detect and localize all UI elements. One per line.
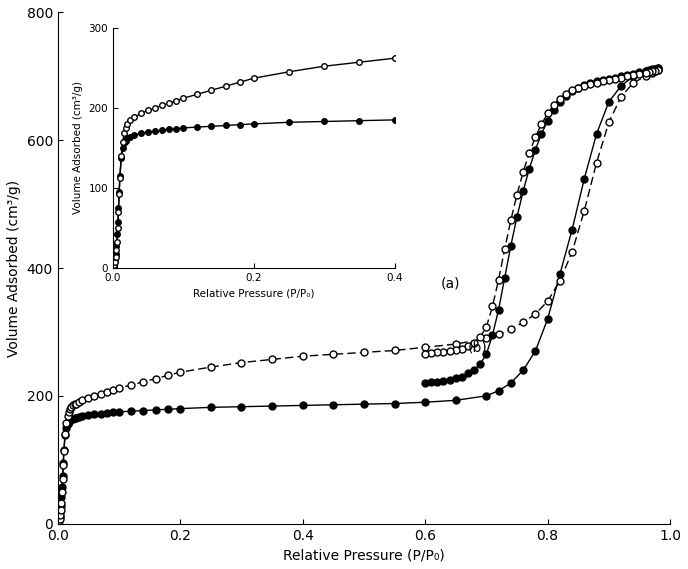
X-axis label: Relative Pressure (P/P₀): Relative Pressure (P/P₀) bbox=[283, 548, 444, 562]
Y-axis label: Volume Adsorbed (cm³/g): Volume Adsorbed (cm³/g) bbox=[7, 179, 21, 357]
Text: (b): (b) bbox=[468, 340, 488, 354]
Text: (a): (a) bbox=[440, 276, 460, 290]
